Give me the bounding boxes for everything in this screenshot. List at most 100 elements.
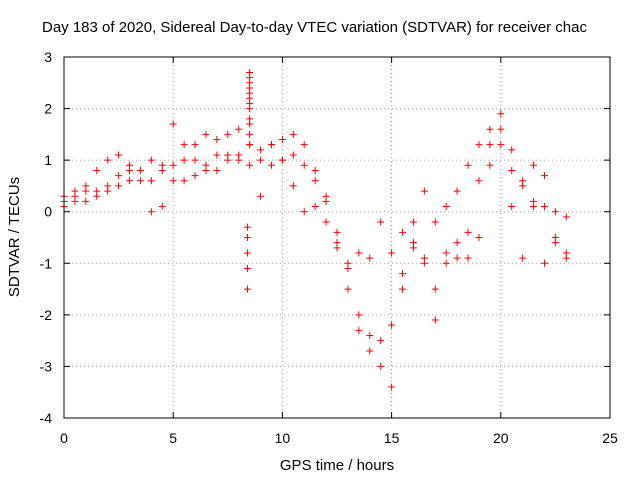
data-point [224,130,232,138]
data-point [169,120,177,128]
data-point [464,228,472,236]
data-point [333,244,341,252]
data-point [82,197,90,205]
y-axis-label: SDTVAR / TECUs [6,177,23,297]
data-point [540,203,548,211]
data-point [333,228,341,236]
data-point [551,208,559,216]
data-point [257,156,265,164]
data-point [246,161,254,169]
data-point [243,264,251,272]
data-point [126,177,134,185]
data-point [519,254,527,262]
series-trace-c [60,120,570,355]
data-point [431,218,439,226]
data-point [409,218,417,226]
data-point [169,161,177,169]
data-point [508,203,516,211]
data-point [377,362,385,370]
data-point [243,285,251,293]
data-point [136,166,144,174]
data-point [224,156,232,164]
data-point [246,68,254,76]
x-axis-label: GPS time / hours [280,457,394,474]
data-point [180,141,188,149]
data-point [246,141,254,149]
data-point [147,177,155,185]
data-point [104,182,112,190]
series-trace-a [60,125,570,267]
grid-lines [64,57,610,418]
data-point [322,218,330,226]
data-point [475,177,483,185]
data-point [420,187,428,195]
data-point [497,141,505,149]
data-point [267,161,275,169]
data-point [71,197,79,205]
data-point [115,172,123,180]
data-point [562,213,570,221]
data-point [475,141,483,149]
data-point [191,172,199,180]
data-point [540,259,548,267]
data-points [60,68,570,391]
data-point [355,326,363,334]
data-point [289,151,297,159]
data-point [289,130,297,138]
y-tick-label: -4 [40,410,53,426]
data-point [431,285,439,293]
data-point [355,311,363,319]
data-point [82,187,90,195]
data-point [311,203,319,211]
series-spike-8.5h [243,68,254,293]
data-point [289,182,297,190]
data-point [93,166,101,174]
data-point [213,136,221,144]
data-point [486,161,494,169]
data-point [158,166,166,174]
data-point [464,161,472,169]
data-point [213,151,221,159]
data-point [366,347,374,355]
data-point [267,141,275,149]
data-point [322,192,330,200]
data-point [311,177,319,185]
data-point [243,234,251,241]
data-point [115,151,123,159]
data-point [442,203,450,211]
data-point [377,218,385,226]
data-point [191,141,199,149]
plot-frame [63,56,611,419]
chart-title: Day 183 of 2020, Sidereal Day-to-day VTE… [42,19,587,36]
data-point [519,177,527,185]
data-point [180,156,188,164]
data-point [278,156,286,164]
data-point [147,208,155,216]
y-tick-label: 3 [44,49,52,65]
data-point [388,249,396,257]
data-point [93,187,101,195]
data-point [243,223,251,231]
data-point [551,234,559,241]
y-tick-label: 2 [44,101,52,117]
data-point [530,161,538,169]
y-tick-label: -1 [40,255,53,271]
data-point [453,187,461,195]
data-point [388,321,396,329]
data-point [399,285,407,293]
data-point [366,254,374,262]
data-point [104,156,112,164]
x-tick-label: 20 [493,430,509,446]
data-point [486,125,494,133]
data-point [355,249,363,257]
data-point [246,115,254,123]
data-point [300,208,308,216]
data-point [442,259,450,267]
data-point [508,166,516,174]
y-tick-label: -2 [40,307,53,323]
data-point [257,192,265,200]
x-tick-label: 15 [384,430,400,446]
data-point [431,316,439,324]
data-point [377,337,385,345]
data-point [213,166,221,174]
